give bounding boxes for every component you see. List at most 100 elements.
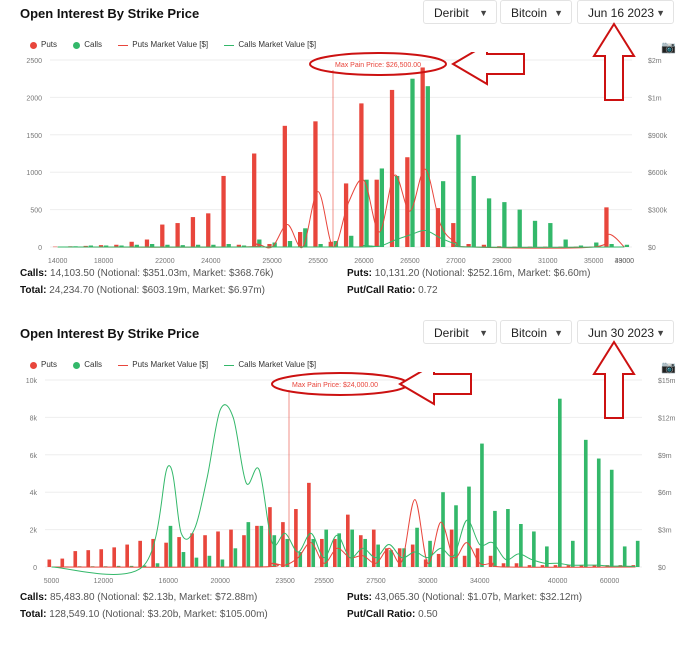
coin-select[interactable]: Bitcoin ▼ bbox=[500, 0, 572, 24]
put-bar bbox=[566, 565, 571, 567]
line-swatch-icon bbox=[118, 364, 129, 366]
call-bar bbox=[311, 538, 316, 567]
chart-legend: Puts Calls Puts Market Value [$] Calls M… bbox=[30, 360, 330, 369]
call-bar bbox=[545, 546, 549, 567]
puts-dot-icon bbox=[30, 41, 37, 49]
legend-item-puts-mv[interactable]: Puts Market Value [$] bbox=[118, 360, 208, 369]
call-bar bbox=[415, 527, 419, 567]
panel-title: Open Interest By Strike Price bbox=[20, 6, 200, 21]
camera-icon[interactable]: 📷 bbox=[661, 40, 676, 54]
call-bar bbox=[155, 563, 160, 567]
put-bar bbox=[164, 542, 168, 567]
call-bar bbox=[558, 398, 562, 567]
y2-tick-label: $9m bbox=[658, 453, 672, 460]
y2-tick-label: $3m bbox=[658, 528, 672, 535]
call-bar bbox=[207, 555, 212, 567]
legend-item-calls[interactable]: Calls bbox=[73, 360, 102, 369]
call-bar bbox=[635, 540, 640, 567]
x-tick-label: 22000 bbox=[155, 258, 175, 264]
call-bar bbox=[594, 242, 599, 247]
puts-market-value-line bbox=[51, 499, 636, 568]
put-bar bbox=[420, 67, 425, 247]
annotation-arrow bbox=[398, 372, 472, 406]
x-tick-label: 26500 bbox=[400, 258, 420, 264]
puts-dot-icon bbox=[30, 361, 37, 369]
oi-chart[interactable]: 0 500 1000 1500 2000 2500 $0 $300k $600k $900k $1m… bbox=[0, 52, 680, 264]
calls-summary: Calls: 85,483.80 (Notional: $2.13b, Mark… bbox=[20, 592, 258, 603]
call-bar bbox=[257, 239, 262, 247]
exchange-select[interactable]: Deribit ▼ bbox=[423, 0, 497, 24]
line-swatch-icon bbox=[224, 44, 235, 46]
y-tick-label: 6k bbox=[30, 453, 38, 460]
put-bar bbox=[297, 232, 303, 247]
put-bar bbox=[320, 538, 324, 567]
panel-title: Open Interest By Strike Price bbox=[20, 326, 200, 341]
call-bar bbox=[165, 244, 170, 247]
exchange-value: Deribit bbox=[434, 6, 469, 20]
put-bar bbox=[451, 223, 456, 247]
x-tick-label: 39000 bbox=[615, 258, 635, 264]
expiry-date-select[interactable]: Jun 30 2023 ▼ bbox=[577, 320, 674, 344]
put-bar bbox=[384, 548, 389, 567]
put-bar bbox=[47, 559, 52, 567]
expiry-date-select[interactable]: Jun 16 2023 ▼ bbox=[577, 0, 674, 24]
call-bar bbox=[532, 220, 538, 247]
put-bar bbox=[501, 563, 506, 567]
oi-chart[interactable]: 0 2k 4k 6k 8k 10k $0 $3m $6m $9m $12m $15m 5000 12000… bbox=[0, 372, 680, 584]
put-bar bbox=[475, 548, 480, 567]
put-bar bbox=[410, 544, 415, 567]
put-bar bbox=[579, 565, 584, 567]
put-bar bbox=[449, 529, 454, 567]
legend-item-calls[interactable]: Calls bbox=[73, 40, 102, 49]
max-pain-highlight bbox=[309, 52, 447, 76]
x-tick-label: 23500 bbox=[275, 578, 295, 584]
coin-select[interactable]: Bitcoin ▼ bbox=[500, 320, 572, 344]
put-bar bbox=[592, 565, 597, 567]
y2-tick-label: $0 bbox=[658, 565, 666, 572]
put-bar bbox=[267, 244, 272, 247]
y2-tick-label: $1m bbox=[648, 95, 662, 102]
put-bar bbox=[328, 241, 333, 247]
put-bar bbox=[333, 538, 337, 567]
y2-tick-label: $0 bbox=[648, 245, 656, 252]
call-bar bbox=[389, 550, 393, 567]
legend-label: Calls bbox=[84, 40, 103, 50]
x-tick-label: 18000 bbox=[94, 258, 114, 264]
call-bar bbox=[318, 244, 323, 247]
legend-item-puts-mv[interactable]: Puts Market Value [$] bbox=[118, 40, 208, 49]
call-bar bbox=[502, 202, 507, 247]
exchange-select[interactable]: Deribit ▼ bbox=[423, 320, 497, 344]
put-bar bbox=[125, 544, 129, 567]
put-bar bbox=[242, 535, 246, 567]
chevron-down-icon: ▼ bbox=[554, 8, 563, 18]
x-tick-label: 24000 bbox=[201, 258, 221, 264]
x-tick-label: 16000 bbox=[159, 578, 179, 584]
y2-tick-label: $12m bbox=[658, 415, 676, 422]
calls-market-value-line bbox=[57, 230, 625, 248]
annotation-arrow bbox=[451, 52, 525, 86]
camera-icon[interactable]: 📷 bbox=[661, 360, 676, 374]
call-bar bbox=[129, 565, 134, 567]
legend-item-puts[interactable]: Puts bbox=[30, 40, 57, 49]
put-bar bbox=[497, 246, 502, 247]
call-bar bbox=[395, 175, 400, 247]
put-bar bbox=[540, 565, 545, 567]
chevron-down-icon: ▼ bbox=[554, 328, 563, 338]
legend-label: Puts bbox=[41, 40, 58, 50]
put-bar bbox=[144, 239, 150, 247]
x-tick-label: 29000 bbox=[492, 258, 512, 264]
legend-item-calls-mv[interactable]: Calls Market Value [$] bbox=[224, 360, 316, 369]
put-bar bbox=[175, 223, 180, 247]
puts-market-value-line bbox=[57, 168, 625, 249]
call-bar bbox=[471, 175, 476, 247]
legend-item-puts[interactable]: Puts bbox=[30, 360, 57, 369]
put-bar bbox=[98, 245, 104, 247]
call-bar bbox=[88, 245, 94, 247]
call-bar bbox=[104, 245, 109, 247]
put-bar bbox=[177, 537, 181, 567]
put-bar bbox=[114, 244, 119, 247]
put-bar bbox=[488, 555, 493, 567]
x-tick-label: 30000 bbox=[418, 578, 438, 584]
legend-item-calls-mv[interactable]: Calls Market Value [$] bbox=[224, 40, 316, 49]
call-bar bbox=[233, 548, 238, 567]
